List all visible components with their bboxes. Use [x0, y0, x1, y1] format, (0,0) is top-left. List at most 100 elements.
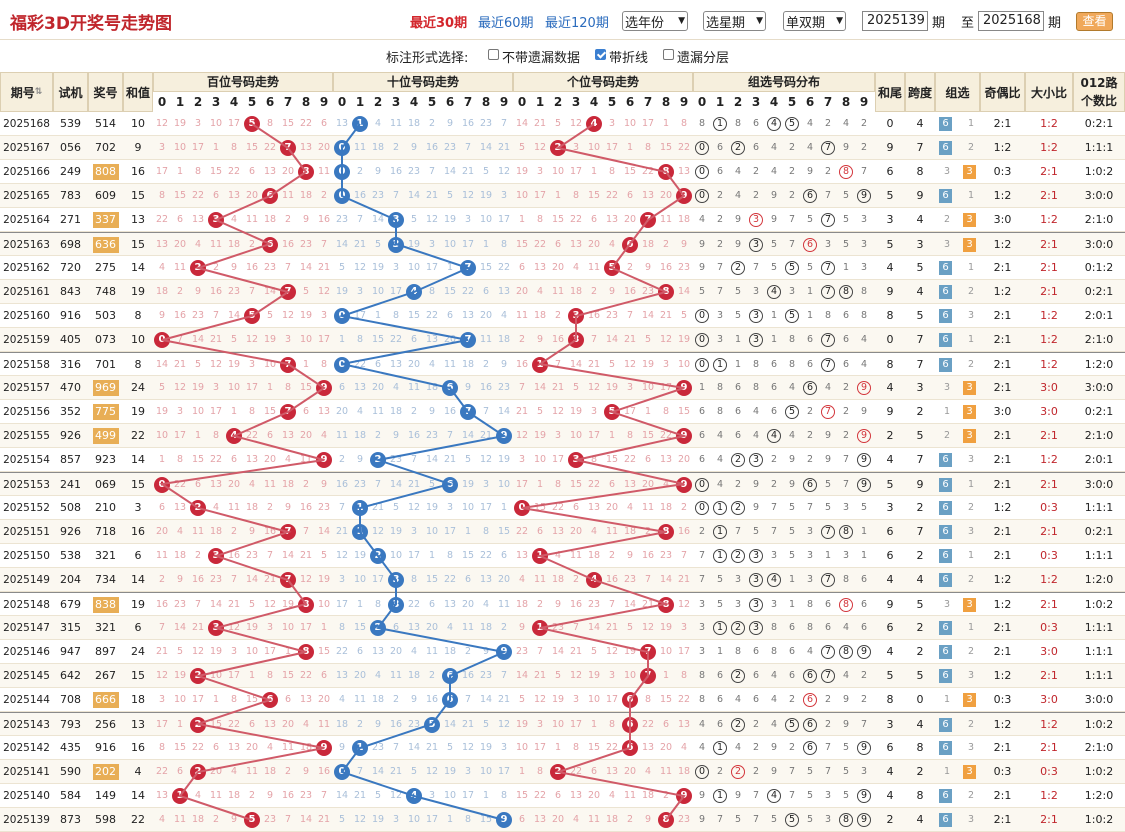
- parity-select[interactable]: 单双期 ▼: [783, 11, 846, 31]
- odd-even-cell: 0:3: [993, 693, 1012, 706]
- table-row: 2025142 435 916 16 8 15 22 6 13 20 4 11 18 9 9 1 23 7 14 21…: [0, 736, 1125, 760]
- omission-value: 9: [752, 479, 760, 490]
- omission-value: 2: [788, 166, 796, 177]
- bai-trend-header: 百位号码走势: [153, 72, 333, 92]
- col-period-header[interactable]: 期号 ⇅: [0, 72, 53, 112]
- omission-value: 4: [284, 454, 292, 465]
- digit-header-shi-1: 1: [355, 95, 365, 109]
- omission-value: 4: [770, 694, 778, 705]
- group6-badge: 6: [939, 309, 952, 323]
- omission-value: 16: [659, 262, 673, 273]
- year-select[interactable]: 选年份 ▼: [622, 11, 688, 31]
- omission-value: 6: [500, 550, 508, 561]
- omission-value: 4: [698, 214, 706, 225]
- ge-hit-ball: 9: [676, 428, 692, 444]
- omission-value: 23: [659, 550, 673, 561]
- ge-hit-ball: 5: [604, 404, 620, 420]
- view-button[interactable]: 查看: [1076, 12, 1113, 31]
- omission-value: 1: [806, 286, 814, 297]
- omission-value: 5: [302, 286, 310, 297]
- omission-value: 21: [461, 166, 475, 177]
- trial-cell: 352: [60, 405, 81, 418]
- omission-value: 6: [860, 574, 868, 585]
- group6-badge: 6: [939, 789, 952, 803]
- group3-badge: 3: [963, 381, 976, 395]
- group-dist-hit: 7: [821, 573, 835, 587]
- omission-value: 17: [425, 262, 439, 273]
- to-unit: 期: [1048, 16, 1062, 31]
- omission-layer-checkbox[interactable]: [663, 49, 674, 60]
- group-omission: 3: [943, 239, 951, 250]
- sum-cell: 15: [131, 669, 145, 682]
- bai-hit-ball: 0: [154, 332, 170, 348]
- omission-value: 3: [464, 766, 472, 777]
- omission-value: 23: [587, 599, 601, 610]
- sum-cell: 14: [131, 261, 145, 274]
- omission-value: 5: [374, 239, 382, 250]
- omission-value: 1: [788, 599, 796, 610]
- omission-value: 20: [245, 190, 259, 201]
- omission-value: 23: [479, 118, 493, 129]
- omission-value: 16: [443, 406, 457, 417]
- omission-value: 8: [500, 790, 508, 801]
- no-omission-label[interactable]: 不带遗漏数据: [502, 51, 581, 66]
- omission-value: 13: [605, 766, 619, 777]
- omission-value: 10: [317, 599, 331, 610]
- group-dist-header: 组选号码分布: [693, 72, 875, 92]
- digit-header-bai-5: 5: [247, 95, 257, 109]
- omission-value: 4: [428, 359, 436, 370]
- omission-value: 15: [425, 574, 439, 585]
- omission-value: 19: [515, 719, 529, 730]
- odd-even-cell: 2:1: [993, 813, 1012, 826]
- quick-period-60[interactable]: 最近60期: [478, 16, 534, 31]
- omission-value: 20: [389, 646, 403, 657]
- omission-value: 22: [227, 719, 241, 730]
- tail-cell: 4: [886, 381, 894, 394]
- period-cell: 2025163: [3, 239, 50, 251]
- omission-value: 14: [569, 359, 583, 370]
- from-period-input[interactable]: 2025139: [862, 11, 928, 31]
- omission-value: 14: [659, 574, 673, 585]
- omission-value: 5: [716, 574, 724, 585]
- digit-header-ge-4: 4: [589, 95, 599, 109]
- omission-value: 8: [608, 719, 616, 730]
- omission-value: 15: [173, 742, 187, 753]
- omission-value: 4: [842, 622, 850, 633]
- omission-value: 22: [461, 286, 475, 297]
- omission-value: 20: [623, 766, 637, 777]
- omission-value: 17: [605, 694, 619, 705]
- road-ratio-cell: 2:0:1: [1084, 309, 1114, 322]
- shi-hit-ball: 0: [334, 764, 350, 780]
- no-omission-checkbox[interactable]: [488, 49, 499, 60]
- omission-value: 3: [158, 694, 166, 705]
- trial-cell: 316: [60, 358, 81, 371]
- omission-value: 7: [428, 166, 436, 177]
- omission-value: 13: [551, 526, 565, 537]
- omission-layer-label[interactable]: 遗漏分层: [677, 51, 730, 66]
- omission-value: 23: [551, 622, 565, 633]
- omission-value: 8: [860, 310, 868, 321]
- weekday-select[interactable]: 选星期 ▼: [703, 11, 766, 31]
- omission-value: 16: [605, 574, 619, 585]
- to-period-input[interactable]: 2025168: [978, 11, 1044, 31]
- omission-value: 8: [482, 526, 490, 537]
- omission-value: 5: [176, 646, 184, 657]
- omission-value: 4: [266, 742, 274, 753]
- omission-value: 14: [443, 719, 457, 730]
- omission-value: 6: [464, 574, 472, 585]
- quick-period-30[interactable]: 最近30期: [410, 16, 468, 31]
- polyline-label[interactable]: 带折线: [609, 51, 649, 66]
- omission-value: 1: [482, 790, 490, 801]
- polyline-checkbox[interactable]: [595, 49, 606, 60]
- group3-badge: 3: [963, 165, 976, 179]
- omission-value: 14: [515, 670, 529, 681]
- omission-value: 13: [209, 479, 223, 490]
- omission-value: 22: [191, 742, 205, 753]
- omission-value: 9: [410, 694, 418, 705]
- omission-value: 8: [644, 142, 652, 153]
- omission-value: 10: [533, 454, 547, 465]
- omission-value: 19: [569, 406, 583, 417]
- omission-value: 13: [569, 239, 583, 250]
- quick-period-120[interactable]: 最近120期: [545, 16, 609, 31]
- table-row: 2025154 857 923 14 1 8 15 22 6 13 20 4 11 9 2 9 2 23 7 14 21…: [0, 448, 1125, 472]
